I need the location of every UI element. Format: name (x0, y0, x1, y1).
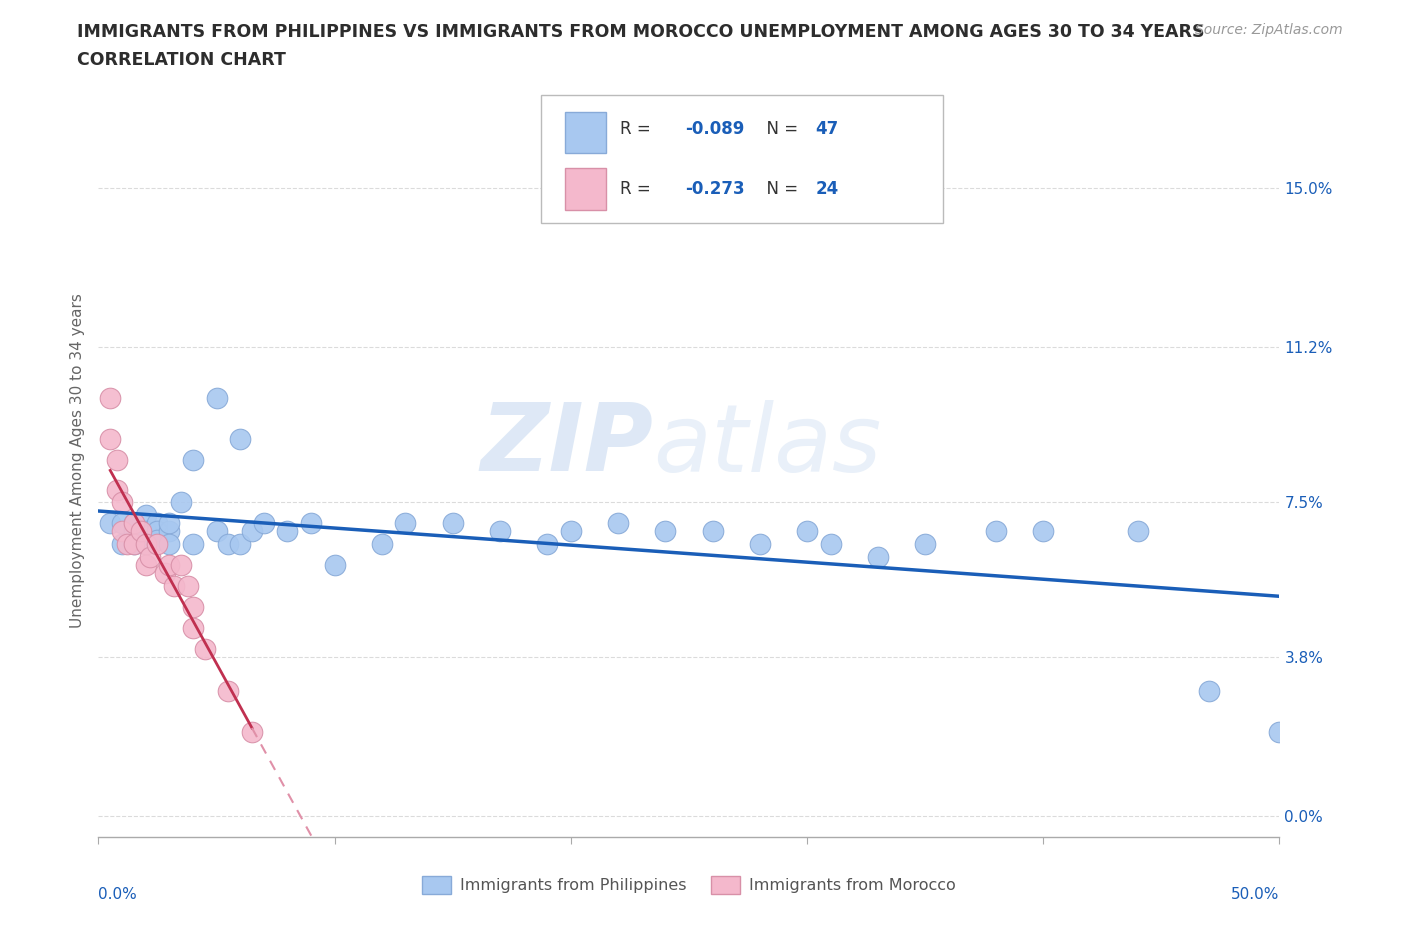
Point (1198, 683, 1220, 698)
Point (866, 549, 889, 564)
Point (229, 537, 252, 551)
Point (560, 524, 582, 538)
Point (489, 524, 512, 538)
Text: -0.273: -0.273 (685, 179, 745, 198)
Text: -0.089: -0.089 (685, 120, 745, 138)
Point (146, 515, 169, 530)
Text: 47: 47 (815, 120, 838, 138)
Point (240, 725, 263, 740)
Point (146, 524, 169, 538)
Point (153, 565, 176, 580)
Point (111, 515, 134, 530)
Y-axis label: Unemployment Among Ages 30 to 34 years: Unemployment Among Ages 30 to 34 years (69, 293, 84, 628)
Point (217, 683, 239, 698)
Point (157, 537, 180, 551)
Point (135, 537, 157, 551)
Point (157, 515, 180, 530)
Point (1268, 725, 1291, 740)
Point (157, 524, 180, 538)
FancyBboxPatch shape (541, 95, 943, 223)
Point (194, 642, 217, 657)
Point (181, 620, 204, 635)
Point (217, 537, 239, 551)
Point (796, 524, 818, 538)
Point (139, 549, 162, 564)
Legend: Immigrants from Philippines, Immigrants from Morocco: Immigrants from Philippines, Immigrants … (416, 870, 962, 900)
Point (1126, 524, 1149, 538)
Point (748, 537, 770, 551)
Point (654, 524, 676, 538)
Point (122, 524, 145, 538)
Text: Source: ZipAtlas.com: Source: ZipAtlas.com (1195, 23, 1343, 37)
Point (122, 537, 145, 551)
Point (135, 558, 157, 573)
Point (181, 600, 204, 615)
Bar (565, 112, 606, 153)
Point (163, 578, 186, 593)
Point (536, 537, 558, 551)
Point (111, 524, 134, 538)
Point (111, 495, 134, 510)
Point (181, 453, 204, 468)
Point (98, 391, 121, 405)
Point (323, 558, 346, 573)
Point (240, 524, 263, 538)
Text: ZIP: ZIP (481, 399, 654, 491)
Point (205, 391, 228, 405)
Point (253, 515, 276, 530)
Point (146, 532, 169, 547)
Text: R =: R = (620, 120, 657, 138)
Text: N =: N = (756, 179, 804, 198)
Text: 24: 24 (815, 179, 838, 198)
Text: CORRELATION CHART: CORRELATION CHART (77, 51, 287, 69)
Point (105, 483, 128, 498)
Text: 0.0%: 0.0% (98, 887, 138, 902)
Text: N =: N = (756, 120, 804, 138)
Point (181, 537, 204, 551)
Point (441, 515, 464, 530)
Point (146, 537, 169, 551)
Point (115, 537, 138, 551)
Point (129, 524, 152, 538)
Point (229, 432, 252, 447)
Bar (565, 168, 606, 209)
Point (105, 453, 128, 468)
Point (135, 537, 157, 551)
Point (122, 515, 145, 530)
Point (205, 524, 228, 538)
Point (111, 537, 134, 551)
Text: atlas: atlas (654, 400, 882, 491)
Text: 50.0%: 50.0% (1232, 887, 1279, 902)
Point (299, 515, 322, 530)
Point (371, 537, 394, 551)
Point (98, 432, 121, 447)
Point (702, 524, 724, 538)
Point (984, 524, 1007, 538)
Text: R =: R = (620, 179, 657, 198)
Point (157, 558, 180, 573)
Point (1032, 524, 1054, 538)
Text: IMMIGRANTS FROM PHILIPPINES VS IMMIGRANTS FROM MOROCCO UNEMPLOYMENT AMONG AGES 3: IMMIGRANTS FROM PHILIPPINES VS IMMIGRANT… (77, 23, 1205, 41)
Point (394, 515, 416, 530)
Point (135, 508, 157, 523)
Point (98, 515, 121, 530)
Point (607, 515, 630, 530)
Point (276, 524, 298, 538)
Point (820, 537, 842, 551)
Point (177, 578, 200, 593)
Point (135, 524, 157, 538)
Point (914, 537, 936, 551)
Point (122, 515, 145, 530)
Point (122, 537, 145, 551)
Point (170, 558, 193, 573)
Point (170, 495, 193, 510)
